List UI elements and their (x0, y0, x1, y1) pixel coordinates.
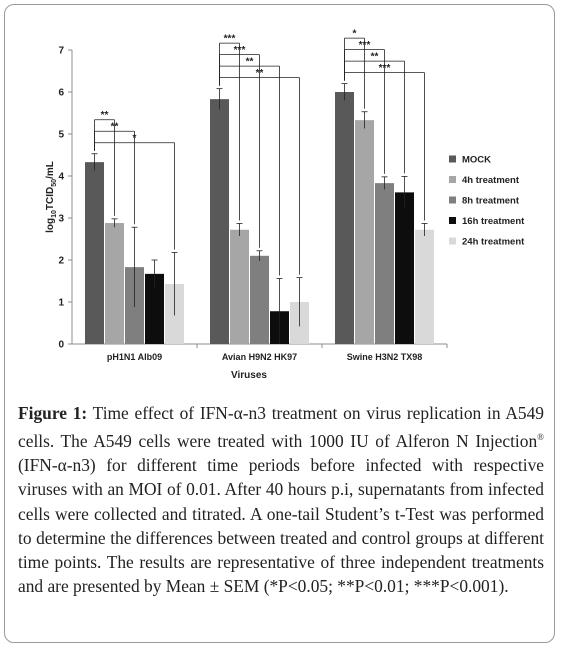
legend-swatch (449, 176, 456, 183)
ylabel-sub10: 10 (51, 210, 58, 218)
y-tick-label: 7 (58, 46, 64, 57)
y-tick-label: 0 (58, 340, 64, 351)
x-axis-label: Viruses (231, 370, 267, 381)
legend-swatch (449, 196, 456, 204)
significance-label: *** (379, 63, 391, 74)
significance-label: ** (111, 122, 119, 133)
ylabel-sub50: 50 (51, 179, 58, 187)
bar-chart: 0 1 2 3 4 5 6 7 pH1N1 Alb09 Avian H9N2 HK97 Swine … (45, 29, 525, 381)
significance-label: ** (256, 68, 264, 79)
ylabel-tcid: TCID (45, 187, 56, 210)
significance-label: ** (246, 57, 254, 68)
caption-text-1: Time effect of IFN-α-n3 treatment on vir… (18, 403, 545, 451)
y-tick-label: 4 (58, 172, 64, 183)
significance-label: *** (359, 40, 371, 51)
x-tick-label: Swine H3N2 TX98 (347, 352, 423, 362)
bar (145, 273, 164, 344)
significance-label: *** (234, 45, 246, 56)
y-tick-label: 6 (58, 88, 64, 99)
y-tick-label: 2 (58, 256, 64, 267)
caption-registered-mark: ® (537, 432, 544, 443)
significance-label: * (353, 29, 357, 40)
legend-label: MOCK (462, 155, 491, 166)
ylabel-unit: /mL (45, 161, 56, 179)
bar (230, 229, 249, 344)
legend-swatch (449, 217, 456, 224)
legend-label: 16h treatment (462, 216, 525, 227)
legend-label: 4h treatment (462, 175, 520, 186)
significance-label: * (133, 133, 137, 144)
figure-caption: Figure 1: Time effect of IFN-α-n3 treatm… (18, 401, 544, 598)
bar (105, 223, 124, 344)
chart-legend: MOCK 4h treatment 8h treatment 16h treatmen… (449, 155, 525, 248)
legend-swatch (449, 155, 456, 163)
legend-swatch (449, 237, 456, 245)
bar (210, 99, 229, 344)
y-axis-label: log10TCID50/mL (45, 161, 58, 233)
significance-label: *** (224, 34, 236, 45)
significance-label: ** (101, 110, 109, 121)
bar (85, 162, 104, 344)
bar (335, 92, 354, 344)
bar (355, 120, 374, 344)
legend-label: 8h treatment (462, 196, 520, 207)
caption-text-2: (IFN-α-n3) for different time periods be… (18, 455, 544, 597)
caption-label: Figure 1: (18, 403, 88, 423)
chart-bars (85, 83, 434, 344)
y-tick-label: 5 (58, 130, 64, 141)
significance-label: ** (371, 52, 379, 63)
y-tick-label: 1 (58, 298, 64, 309)
bar (250, 255, 269, 344)
ylabel-log: log (45, 218, 56, 233)
legend-label: 24h treatment (462, 237, 525, 248)
x-tick-label: Avian H9N2 HK97 (222, 352, 297, 362)
bar (395, 192, 414, 344)
bar (375, 183, 394, 344)
y-tick-label: 3 (58, 214, 64, 225)
x-tick-label: pH1N1 Alb09 (107, 352, 162, 362)
significance-brackets: ************************ (94, 29, 425, 276)
figure-frame (4, 4, 555, 643)
bar (415, 229, 434, 344)
